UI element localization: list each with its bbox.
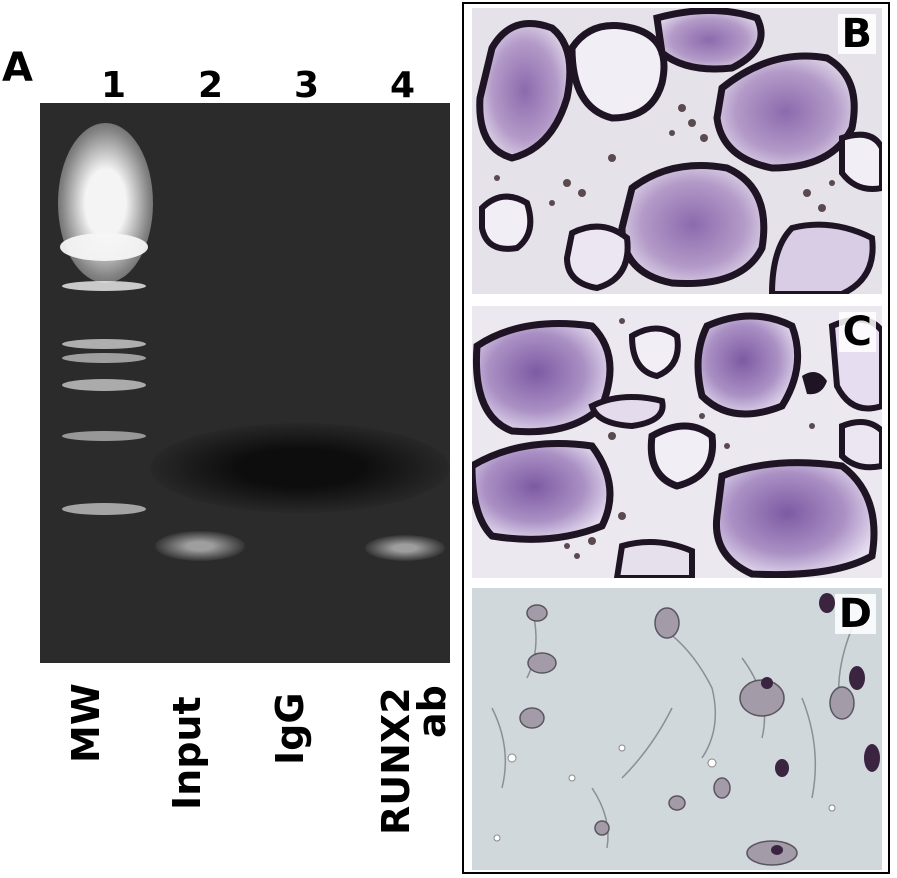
ladder-band — [62, 353, 146, 363]
ladder-band — [62, 379, 146, 391]
ladder-band — [60, 233, 148, 261]
micrograph-panel-d: D — [472, 588, 882, 870]
lane-label-ab: ab — [410, 685, 454, 738]
panel-d-letter: D — [834, 594, 876, 634]
panel-d-cells-image — [472, 588, 882, 870]
input-band — [155, 531, 245, 561]
lane-number-4: 4 — [390, 65, 416, 106]
dark-smear — [150, 423, 450, 513]
micrograph-panel-c: C — [472, 306, 882, 578]
ladder-band — [62, 503, 146, 515]
runx2-band — [365, 535, 445, 561]
micrograph-frame: B — [462, 2, 890, 874]
lane-number-3: 3 — [294, 65, 320, 106]
panel-c-cells-image — [472, 306, 882, 578]
agarose-gel-image — [40, 103, 450, 663]
micrograph-panel-b: B — [472, 8, 882, 294]
lane-number-1: 1 — [101, 65, 127, 106]
panel-c-letter: C — [838, 312, 876, 352]
ladder-band — [62, 339, 146, 349]
panel-a-letter: A — [2, 45, 33, 91]
ladder-band — [62, 431, 146, 441]
lane-number-2: 2 — [198, 65, 224, 106]
lane-label-input: Input — [165, 696, 209, 810]
panel-b-cells-image — [472, 8, 882, 294]
panel-b-letter: B — [837, 14, 876, 54]
lane-label-igg: IgG — [268, 692, 312, 765]
ladder-band — [62, 281, 146, 291]
lane-label-mw: MW — [64, 683, 108, 763]
